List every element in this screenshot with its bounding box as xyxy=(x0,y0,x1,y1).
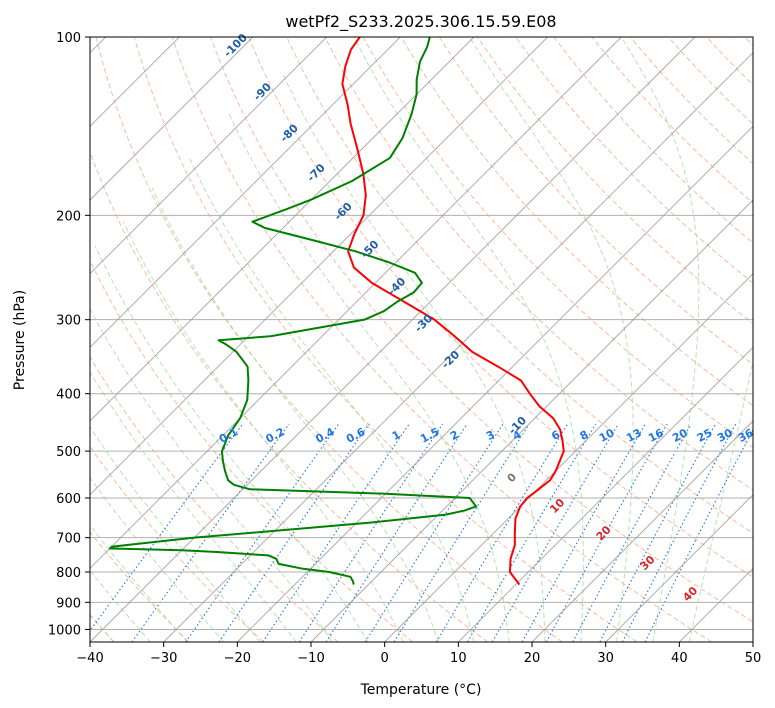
mixing-ratio-label: 36 xyxy=(736,426,756,445)
x-tick-label: 10 xyxy=(450,651,467,666)
dry-adiabat-line xyxy=(400,37,753,407)
dry-adiabat-line xyxy=(286,37,753,534)
x-tick-label: −20 xyxy=(224,651,251,666)
x-tick-label: 20 xyxy=(524,651,541,666)
dry-adiabat-line xyxy=(90,531,190,642)
y-tick-label: 100 xyxy=(56,31,81,46)
dry-adiabat-line xyxy=(171,37,712,642)
moist-adiabat-line xyxy=(151,188,439,642)
mixing-ratio-line xyxy=(393,423,530,642)
dry-adiabat-line xyxy=(90,259,414,642)
moist-adiabat-line xyxy=(620,37,700,642)
moist-adiabat-line xyxy=(353,37,584,642)
moist-adiabat-line xyxy=(90,524,188,642)
moist-adiabat-line xyxy=(122,221,404,642)
x-tick-label: 40 xyxy=(671,651,688,666)
sounding-profiles xyxy=(108,37,565,586)
dry-adiabat-line xyxy=(90,356,339,642)
x-axis-label: Temperature (°C) xyxy=(360,682,482,698)
isotherm-line xyxy=(236,125,753,642)
moist-adiabat-line xyxy=(94,245,369,642)
mixing-ratio-line xyxy=(599,423,716,642)
y-tick-label: 800 xyxy=(56,566,81,581)
dry-adiabat-line xyxy=(324,37,753,491)
moist-adiabat-line xyxy=(688,358,753,642)
y-tick-label: 900 xyxy=(56,596,81,611)
mixing-ratio-label: 10 xyxy=(597,426,617,445)
dry-adiabat-line xyxy=(591,37,753,204)
isotherm-line xyxy=(384,272,753,642)
mixing-ratio-line xyxy=(298,423,444,642)
dry-adiabat-line xyxy=(248,37,753,578)
y-axis-label: Pressure (hPa) xyxy=(12,290,28,390)
x-tick-label: 0 xyxy=(381,651,389,666)
isotherm-line xyxy=(531,420,753,642)
mixing-ratio-label: 13 xyxy=(624,426,644,445)
mixing-ratio-line xyxy=(131,423,290,642)
y-axis: 100 200 300 400 500 600 700 800 900 1000 xyxy=(48,31,90,638)
mixing-ratio-line xyxy=(364,423,504,642)
temperature-profile-line xyxy=(341,37,565,586)
dry-adiabat-line xyxy=(553,37,753,244)
mixing-ratio-label: 16 xyxy=(646,426,666,445)
y-tick-label: 600 xyxy=(56,492,81,507)
x-axis: −40 −30 −20 −10 0 10 20 30 40 50 xyxy=(76,642,761,666)
x-tick-label: −30 xyxy=(150,651,177,666)
dry-adiabat-line xyxy=(477,37,753,325)
mixing-ratio-label: 25 xyxy=(695,426,715,445)
mixing-ratio-line xyxy=(521,423,646,642)
isotherm-line xyxy=(457,346,753,642)
y-tick-label: 500 xyxy=(56,445,81,460)
dry-adiabat-line xyxy=(210,37,753,623)
moist-adiabat-line xyxy=(90,308,333,642)
mixing-ratio-label: 20 xyxy=(670,426,690,445)
isotherm-line xyxy=(90,37,696,642)
x-tick-label: 30 xyxy=(597,651,614,666)
y-tick-label: 200 xyxy=(56,209,81,224)
skewed-isotherms xyxy=(90,37,753,642)
mixing-ratio-line xyxy=(218,423,370,642)
y-tick-label: 400 xyxy=(56,388,81,403)
mixing-ratio-line xyxy=(621,423,737,642)
mixing-ratio-line xyxy=(491,423,619,642)
isotherm-line xyxy=(90,37,549,496)
dry-adiabat-line xyxy=(439,37,753,366)
mixing-ratio-line xyxy=(90,423,244,632)
chart-title: wetPf2_S233.2025.306.15.59.E08 xyxy=(285,12,556,32)
mixing-ratio-line xyxy=(325,423,468,642)
x-tick-label: −10 xyxy=(297,651,324,666)
isotherm-line xyxy=(163,51,753,642)
moist-adiabat-line xyxy=(90,476,225,642)
isotherm-line xyxy=(90,37,328,275)
moist-adiabat-line xyxy=(90,426,261,642)
dry-adiabat-line xyxy=(133,37,638,642)
mixing-ratio-line xyxy=(644,428,753,642)
isotherm-line xyxy=(605,493,753,642)
isotherm-line xyxy=(90,37,622,570)
y-tick-label: 1000 xyxy=(48,623,81,638)
mixing-ratio-line xyxy=(572,423,692,642)
isotherm-line xyxy=(90,37,401,349)
mixing-ratio-line xyxy=(185,423,340,642)
mixing-ratio-lines xyxy=(90,423,753,642)
isotherm-line xyxy=(310,199,753,642)
y-tick-label: 700 xyxy=(56,532,81,547)
mixing-ratio-label: 30 xyxy=(715,426,735,445)
dewpoint-profile-line xyxy=(108,37,478,585)
isotherm-line xyxy=(90,37,475,422)
x-tick-label: 50 xyxy=(745,651,762,666)
y-tick-label: 300 xyxy=(56,314,81,329)
mixing-ratio-line xyxy=(545,423,668,642)
dry-adiabat-line xyxy=(90,150,488,642)
x-tick-label: −40 xyxy=(76,651,103,666)
isotherm-line xyxy=(90,37,254,201)
plot-frame xyxy=(89,36,754,643)
